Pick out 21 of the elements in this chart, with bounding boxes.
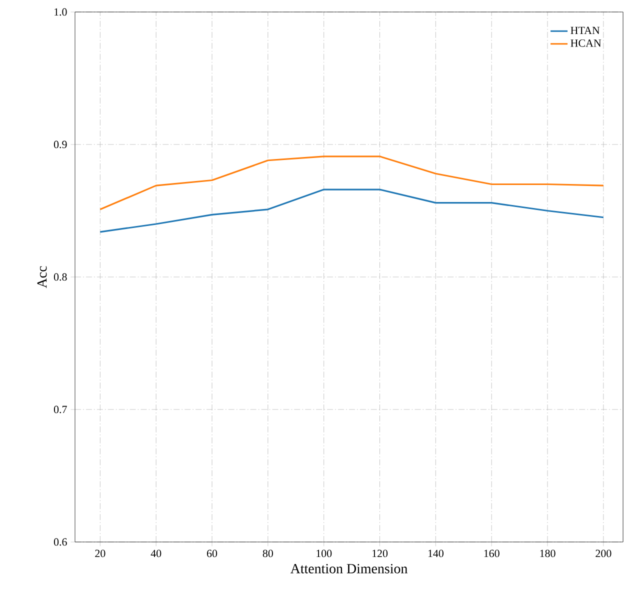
line-series (99, 156, 604, 210)
x-tick-label: 180 (540, 550, 556, 558)
x-tick-label: 40 (150, 550, 162, 558)
x-tick-label: 100 (316, 550, 332, 558)
x-tick-label: 20 (95, 550, 106, 558)
y-tick-label: 0.7 (54, 406, 67, 414)
x-tick-label: 200 (596, 550, 612, 558)
y-tick-label: 0.8 (54, 273, 67, 281)
y-axis-title: Acc (37, 266, 47, 288)
x-tick-label: 160 (484, 550, 500, 558)
x-axis-title: Attention Dimension (290, 564, 408, 574)
y-tick-label: 0.9 (54, 140, 67, 148)
legend-label: HTAN (570, 26, 600, 34)
line-series (99, 188, 604, 233)
y-tick-label: 0.6 (54, 538, 67, 546)
x-tick-label: 120 (372, 550, 388, 558)
x-tick-label: 60 (207, 550, 218, 558)
x-tick-label: 80 (262, 550, 273, 558)
legend-label: HCAN (570, 39, 602, 47)
x-tick-label: 140 (428, 550, 444, 558)
y-tick-label: 1.0 (54, 8, 67, 16)
